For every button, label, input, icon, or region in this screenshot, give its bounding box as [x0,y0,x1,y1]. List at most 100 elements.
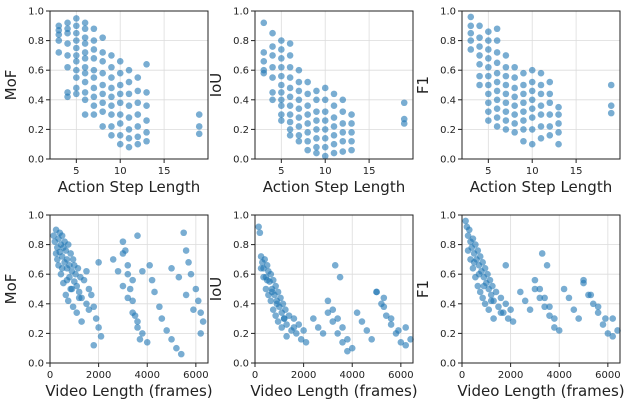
data-point [304,90,311,98]
data-point [467,22,475,30]
data-point [511,129,518,136]
data-point [485,81,492,89]
data-point [575,315,582,322]
data-point [464,247,472,254]
data-point [182,247,190,254]
data-point [528,66,536,74]
y-tick-label: 1.0 [28,211,44,222]
data-point [407,336,414,343]
data-point [528,105,536,112]
data-point [99,108,106,115]
data-point [464,232,472,240]
data-point [521,297,529,305]
x-tick-label: 10 [319,166,332,177]
data-point [465,226,473,234]
data-point [73,282,81,290]
data-point [321,134,329,142]
data-point [397,338,405,346]
data-point [614,327,621,334]
data-point [495,303,502,311]
data-point [182,291,190,299]
data-point [134,99,142,107]
data-point [395,327,402,334]
y-tick-label: 1.0 [233,7,249,18]
data-point [528,126,536,133]
data-point [304,137,311,145]
data-point [285,312,293,319]
data-point [490,315,497,322]
data-point [528,87,536,95]
y-tick-label: 0.0 [28,155,44,166]
data-point [81,69,89,77]
data-point [278,96,285,104]
data-point [295,78,303,86]
data-point [74,264,82,272]
data-point [507,306,514,314]
data-point [543,262,551,269]
data-point [295,123,303,130]
data-point [607,102,615,110]
data-point [256,229,264,237]
data-point [489,282,496,290]
data-point [484,270,491,278]
data-point [462,217,469,225]
data-point [570,306,578,314]
data-point [520,117,527,124]
data-point [511,63,518,71]
data-point [511,120,518,127]
data-point [81,25,89,33]
data-point [273,300,281,308]
x-axis-label: Video Length (frames) [45,382,212,400]
y-axis-label: IoU [207,73,225,98]
data-point [520,126,527,133]
axes-frame [254,214,414,364]
data-point [348,120,355,127]
data-point [313,96,320,104]
axes-frame [461,214,621,364]
data-point [267,270,275,278]
data-point [470,259,478,266]
data-point [324,297,332,305]
data-point [551,315,558,322]
data-point [330,90,338,98]
x-tick-label: 15 [363,166,376,177]
data-point [143,102,150,110]
data-point [69,303,77,311]
data-point [537,102,545,110]
axes-frame [254,10,414,160]
data-point [62,247,70,254]
data-point [90,46,98,53]
data-point [163,327,170,334]
data-point [168,336,175,343]
data-point [278,46,285,53]
data-point [269,43,276,50]
data-point [90,66,98,74]
data-point [555,111,562,118]
data-point [310,315,317,322]
data-point [277,294,284,302]
data-point [90,25,98,33]
data-point [194,297,202,305]
data-point [295,66,303,74]
data-point [81,89,89,96]
x-tick-label: 4000 [340,370,365,381]
data-point [528,96,536,104]
y-tick-label: 0.6 [28,270,44,281]
data-point [116,120,124,127]
x-tick-label: 10 [114,166,127,177]
data-point [260,58,268,65]
x-axis-label: Action Step Length [263,178,405,196]
data-point [344,336,351,343]
data-point [537,123,545,130]
data-point [116,58,124,65]
data-point [180,229,187,237]
data-point [476,288,484,296]
y-tick-label: 0.0 [440,359,456,370]
data-point [481,300,489,308]
data-point [348,137,355,145]
data-point [108,74,115,81]
data-point [551,324,558,331]
x-tick-label: 4000 [135,370,160,381]
